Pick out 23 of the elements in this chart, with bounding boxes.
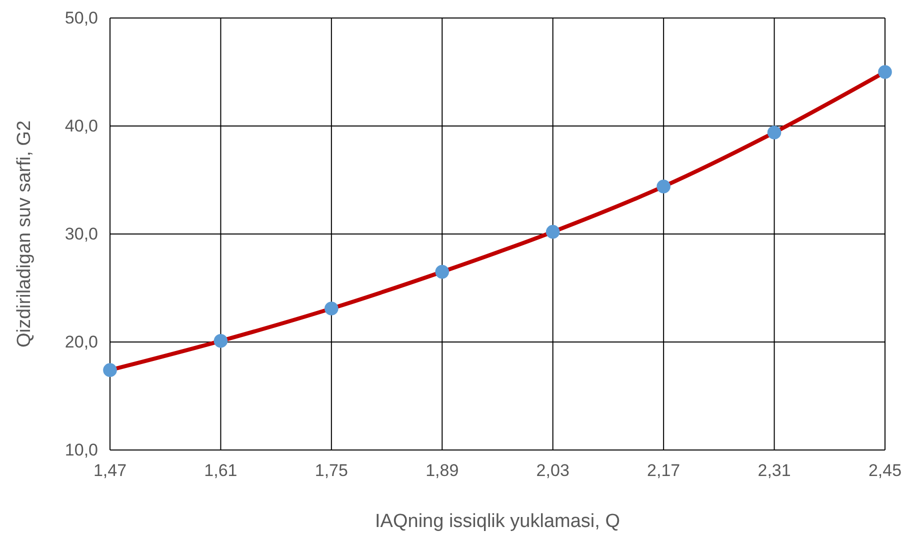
x-tick-label: 2,17: [647, 461, 680, 480]
point: [656, 180, 670, 194]
y-tick-label: 20,0: [64, 332, 98, 352]
x-axis-title: IAQning issiqlik yuklamasi, Q: [375, 511, 620, 532]
point: [435, 264, 450, 279]
x-tick-label: 1,75: [314, 461, 348, 480]
y-tick-label: 40,0: [64, 116, 98, 136]
y-tick-label: 30,0: [64, 224, 98, 244]
point: [878, 65, 892, 79]
x-tick-label: 1,89: [426, 461, 459, 480]
x-tick-label: 2,45: [868, 461, 902, 480]
point: [546, 224, 560, 239]
point: [214, 334, 228, 348]
point: [103, 363, 117, 377]
x-tick-label: 1,47: [93, 461, 127, 480]
y-axis-title: Qizdiriladigan suv sarfi, G2: [14, 120, 35, 348]
x-tick-label: 2,31: [758, 461, 791, 480]
x-tick-label: 1,61: [204, 461, 238, 480]
point: [324, 302, 338, 316]
x-tick-label: 2,03: [536, 461, 570, 480]
y-tick-label: 50,0: [64, 8, 98, 28]
y-tick-label: 10,0: [64, 440, 98, 460]
point: [767, 126, 782, 140]
